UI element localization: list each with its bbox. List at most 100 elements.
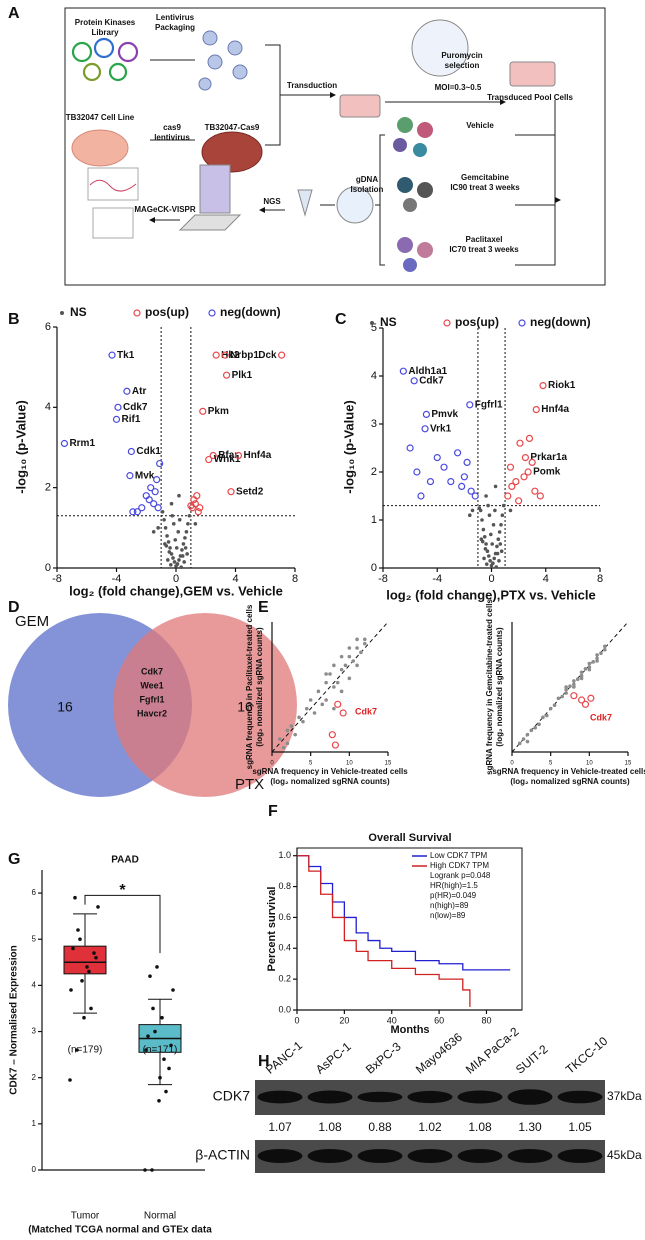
ring-point — [126, 472, 134, 480]
point-label: Fgfrl1 — [475, 399, 503, 410]
viruses — [198, 30, 248, 91]
point — [347, 654, 352, 659]
plot-thumbnail-line — [89, 179, 137, 192]
y-tick-label: 5 — [371, 322, 377, 334]
lane-label: SUIT-2 — [513, 1042, 551, 1077]
point — [85, 965, 89, 969]
point — [355, 637, 359, 642]
point — [148, 974, 152, 978]
axis-label: (log₂ nomalized sgRNA counts) — [495, 627, 504, 747]
axis-label: Months — [390, 1024, 429, 1036]
diagram-label: NGS — [263, 197, 281, 206]
point — [297, 715, 301, 720]
ring-point — [209, 451, 217, 460]
point — [470, 508, 475, 513]
panel-letter: F — [268, 803, 278, 820]
ring-point — [339, 709, 347, 717]
point — [484, 562, 489, 566]
ring-point — [142, 492, 150, 500]
point — [347, 676, 352, 681]
axis-label: sgRNA frequency in Vehicle-treated cells — [252, 767, 408, 776]
x-tick-label: -4 — [432, 573, 442, 585]
value-label: 1.02 — [418, 1120, 442, 1134]
ring-point — [108, 351, 116, 359]
point — [177, 493, 181, 498]
point — [486, 503, 490, 508]
x-tick-label: 8 — [292, 573, 298, 585]
point — [175, 562, 180, 566]
arrows — [150, 44, 335, 146]
point — [305, 706, 309, 711]
size-label: 37kDa — [607, 1089, 642, 1103]
point-label: Cdk1 — [136, 446, 161, 457]
point — [171, 556, 175, 560]
gdna-dish — [336, 186, 374, 224]
ring-point — [525, 434, 534, 442]
point — [335, 680, 340, 685]
x-tick-label: 5 — [309, 761, 313, 767]
treated-cells — [393, 117, 433, 272]
point — [162, 518, 166, 522]
value-label: 1.08 — [318, 1120, 342, 1134]
band — [307, 1149, 353, 1163]
point — [537, 722, 541, 727]
point — [483, 547, 488, 551]
ring-point — [515, 497, 523, 505]
lane-label: TKCC-10 — [563, 1034, 611, 1077]
point — [339, 654, 344, 659]
axis-label: sgRNA frequency in Vehicle-treated cells — [492, 767, 645, 776]
ring-point — [506, 463, 515, 471]
ring-point — [467, 487, 475, 495]
point — [485, 549, 490, 553]
row-label: CDK7 — [213, 1088, 251, 1104]
x-tick-label: 0 — [510, 761, 514, 767]
y-tick-label: 0.8 — [278, 881, 291, 891]
diagram-label: Protein Kinases — [75, 18, 136, 27]
band — [557, 1090, 603, 1104]
ring-point — [516, 439, 524, 447]
diagram-label: MOI=0.3~0.5 — [435, 83, 482, 92]
x-tick-label: 0 — [270, 761, 274, 767]
point — [579, 676, 584, 681]
point — [492, 556, 497, 561]
point-label: Hk2 — [221, 350, 240, 361]
point — [173, 538, 178, 542]
point — [151, 1006, 155, 1011]
point — [564, 691, 568, 695]
point — [599, 651, 603, 655]
point — [332, 663, 336, 668]
ring-point — [440, 463, 448, 471]
point — [328, 672, 332, 676]
point-label: Tk1 — [117, 350, 135, 361]
x-tick-label: 4 — [232, 573, 238, 585]
point — [579, 670, 584, 675]
point-label: Setd2 — [236, 486, 264, 497]
point-label: Bfar — [218, 450, 238, 461]
point — [603, 644, 607, 649]
ring-point — [153, 476, 161, 484]
point — [94, 955, 98, 960]
y-tick-label: 2 — [32, 1073, 37, 1082]
annotation: Cdk7 — [355, 706, 377, 716]
point — [482, 535, 487, 539]
size-label: 45kDa — [607, 1148, 642, 1162]
significance: * — [119, 882, 126, 899]
x-tick-label: -8 — [378, 573, 388, 585]
point — [166, 558, 170, 562]
point — [68, 1078, 72, 1082]
lane-label: AsPC-1 — [313, 1039, 354, 1077]
point — [545, 713, 549, 718]
panel-letter: C — [335, 311, 347, 328]
y-tick-label: 0 — [32, 1165, 37, 1174]
y-tick-label: 3 — [32, 1027, 37, 1036]
point — [481, 527, 486, 532]
x-tick-label: 0 — [173, 573, 179, 585]
y-tick-label: 0.0 — [278, 1004, 291, 1014]
diagram-label: Transduced Pool Cells — [487, 93, 573, 102]
x-tick-label: 15 — [625, 761, 632, 767]
point — [155, 965, 159, 969]
fit-line — [271, 621, 389, 753]
stat-label: Logrank p=0.048 — [430, 871, 491, 880]
point-label: Riok1 — [548, 380, 576, 391]
diagram-label: IC70 treat 3 weeks — [449, 245, 519, 254]
